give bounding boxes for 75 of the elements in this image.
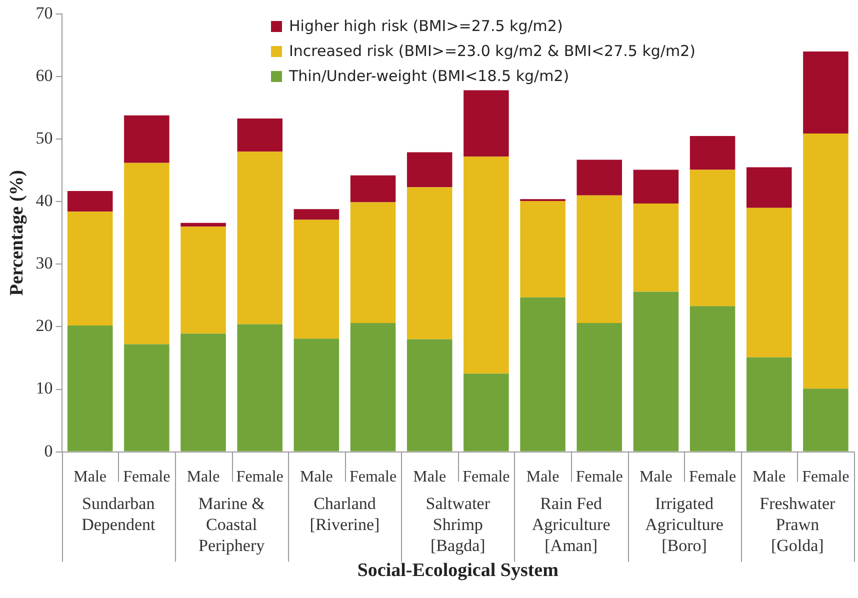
bar <box>406 152 452 188</box>
text: Charland [Riverine] <box>310 494 380 534</box>
bar <box>520 201 566 298</box>
x-tick-label: Male <box>526 468 560 486</box>
bar <box>237 324 282 452</box>
bar <box>350 175 396 202</box>
bar <box>124 344 170 452</box>
y-tick-label: 40 <box>36 191 53 210</box>
x-tick-label: Female <box>688 468 736 486</box>
y-tick-label: 60 <box>36 66 53 86</box>
text: Freshwater Prawn [Golda] <box>760 494 836 555</box>
bar <box>294 209 340 220</box>
bar <box>406 339 452 452</box>
bar <box>576 195 622 323</box>
y-tick-label: 30 <box>36 254 53 273</box>
x-tick-label: Male <box>74 468 107 486</box>
text: Marine & Coastal Periphery <box>198 494 266 555</box>
bar <box>633 292 679 452</box>
bar <box>67 190 113 212</box>
text: Saltwater Shrimp [Bagda] <box>426 494 490 555</box>
bar <box>690 306 736 452</box>
y-tick-label: 20 <box>36 316 53 336</box>
bar <box>464 156 509 374</box>
text: Rain Fed Agriculture [Aman] <box>532 494 610 555</box>
x-tick-label: Female <box>802 468 850 486</box>
bar <box>124 162 170 344</box>
bar <box>294 220 340 339</box>
bar <box>237 118 282 152</box>
bar <box>690 170 736 306</box>
text: Sundarban Dependent <box>82 494 156 534</box>
x-tick-label: Male <box>640 468 672 486</box>
bar <box>237 152 282 324</box>
x-tick-label: Male <box>300 468 333 486</box>
bar <box>464 90 509 157</box>
bar <box>576 322 622 452</box>
bar <box>124 115 170 163</box>
y-tick-label: 70 <box>36 3 53 22</box>
bar <box>406 187 452 340</box>
y-tick-label: 50 <box>36 128 53 148</box>
bar <box>294 338 340 452</box>
bar <box>690 136 736 170</box>
bar <box>350 202 396 323</box>
bar <box>67 325 113 452</box>
bar <box>746 208 792 358</box>
bar <box>350 322 396 452</box>
bar <box>803 52 848 134</box>
x-tick-label: Female <box>462 468 510 486</box>
x-tick-label: Female <box>123 468 170 486</box>
bar <box>464 374 509 452</box>
x-tick-label: Male <box>186 468 220 486</box>
x-tick-label: Male <box>413 468 446 486</box>
bar <box>803 388 848 452</box>
text: Irrigated Agriculture [Boro] <box>645 494 724 555</box>
x-tick-label: Female <box>576 468 623 486</box>
x-axis-title: Social-Ecological System <box>357 560 559 582</box>
x-tick-label: Female <box>349 468 397 486</box>
bar <box>180 334 226 452</box>
bar <box>180 222 226 227</box>
x-tick-label: Male <box>752 468 786 486</box>
bar <box>746 167 792 208</box>
y-tick-label: 0 <box>44 441 53 460</box>
bar <box>576 160 622 196</box>
bar <box>633 170 679 204</box>
legend-label: Increased risk (BMI>=23.0 kg/m2 & BMI<27.5 kg/m2) <box>289 42 696 60</box>
bar <box>803 133 848 389</box>
bar <box>520 297 566 452</box>
y-tick-label: 10 <box>36 378 53 398</box>
y-axis-title: Percentage (%) <box>6 170 28 296</box>
bar <box>746 357 792 452</box>
bar <box>180 226 226 334</box>
legend-label: Higher high risk (BMI>=27.5 kg/m2) <box>289 17 563 35</box>
bar <box>67 212 113 326</box>
x-tick-label: Female <box>236 468 284 486</box>
bar <box>633 204 679 292</box>
legend-label: Thin/Under-weight (BMI<18.5 kg/m2) <box>289 67 570 85</box>
